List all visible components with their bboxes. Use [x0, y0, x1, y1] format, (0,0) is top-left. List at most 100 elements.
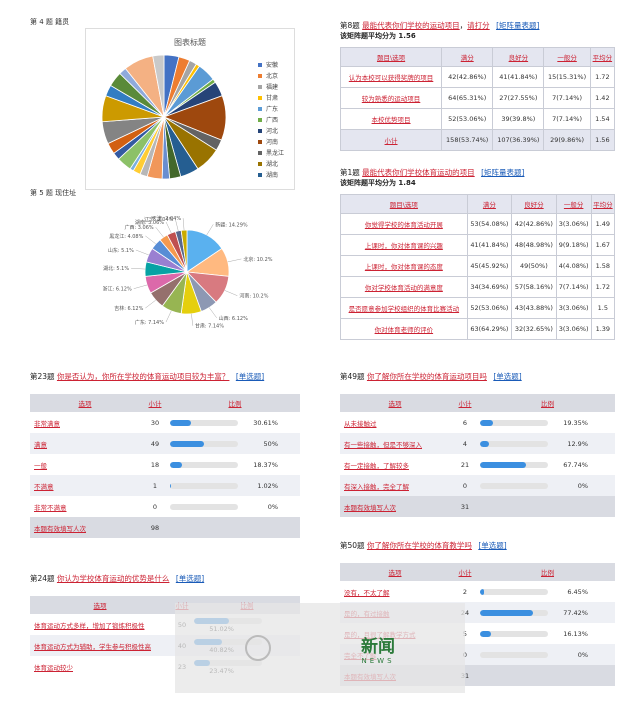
option-ratio: 19.35% — [480, 412, 615, 433]
option-label: 体育运动方式多样，增加了锻炼积极性 — [34, 621, 145, 630]
pie-label-line — [165, 221, 172, 234]
option-percent: 0% — [577, 650, 588, 659]
pie-label: 北京: 10.2% — [243, 256, 272, 263]
legend-swatch — [257, 84, 262, 89]
option-percent: 50% — [263, 439, 278, 448]
table-row: 有一定接触，了解较多 21 67.74% — [340, 454, 615, 475]
option-percent: 18.37% — [253, 460, 278, 469]
matrix-cell: 7(7.14%) — [543, 108, 591, 130]
pie-label: 山西: 6.12% — [219, 315, 248, 322]
pie-label: 辽宁: 2.04% — [144, 216, 173, 223]
table-row: 有深入接触，完全了解 0 0% — [340, 475, 615, 496]
progress-bar — [480, 461, 548, 468]
legend-label: 安徽 — [265, 62, 278, 69]
legend-label: 甘肃 — [265, 95, 278, 102]
table-row: 一般 18 18.37% — [30, 454, 300, 475]
progress-fill — [480, 461, 527, 468]
pie-label: 河南: 10.2% — [239, 293, 268, 300]
table-row: 不满意 1 1.02% — [30, 475, 300, 496]
matrix-cell: 1.5 — [590, 297, 616, 319]
matrix-cell: 52(53.06%) — [466, 297, 513, 319]
legend-label: 河北 — [265, 128, 278, 135]
q23-type-link[interactable]: [单选题] — [235, 372, 265, 381]
matrix-cell: 1.49 — [590, 213, 616, 235]
legend-label: 河南 — [265, 139, 278, 146]
option-label: 非常满意 — [34, 419, 60, 428]
q8-type-link[interactable]: [矩阵量表题] — [496, 21, 540, 30]
pie-chart-1 — [101, 54, 227, 180]
option-label: 体育运动较少 — [34, 663, 73, 672]
q50-type-link[interactable]: [单选题] — [478, 541, 507, 550]
table-row: 满意 49 50% — [30, 433, 300, 454]
table-row: 非常不满意 0 0% — [30, 496, 300, 517]
matrix-cell: 小计 — [339, 129, 443, 151]
q23-title: 第23题 你是否认为，你所在学校的体育运动项目较为丰富？ [单选题] — [30, 372, 265, 381]
pie-label: 新疆: 14.29% — [215, 221, 248, 228]
q50-title: 第50题 你了解你所在学校的体育教学吗 [单选题] — [340, 541, 507, 550]
option-percent: 12.9% — [567, 439, 588, 448]
progress-fill — [170, 461, 183, 468]
option-count: 21 — [460, 460, 470, 469]
matrix-cell: 32(32.65%) — [511, 318, 557, 340]
progress-fill — [480, 588, 485, 595]
progress-fill — [480, 419, 494, 426]
matrix-cell: 107(36.39%) — [492, 129, 545, 151]
matrix-cell: 42(42.86%) — [441, 66, 494, 88]
matrix-cell: 7(7.14%) — [543, 87, 591, 109]
option-ratio: 0% — [480, 475, 615, 496]
legend-item: 北京 — [257, 70, 284, 81]
option-label: 有深入接触，完全了解 — [340, 475, 450, 496]
total-empty — [480, 665, 615, 686]
progress-bar — [480, 482, 548, 489]
q49-type-link[interactable]: [单选题] — [493, 372, 522, 381]
legend-item: 湖北 — [257, 158, 284, 169]
pie-label-line — [224, 290, 238, 296]
q24-type-link[interactable]: [单选题] — [175, 574, 205, 583]
progress-bar — [480, 609, 548, 616]
matrix-cell: 52(53.06%) — [441, 108, 494, 130]
pie-label: 山东: 5.1% — [108, 247, 134, 254]
matrix-cell: 3(3.06%) — [555, 297, 592, 319]
total-label: 本题有效填写人次 — [30, 517, 140, 538]
option-label: 有一定接触，了解较多 — [344, 461, 409, 470]
q1-type-link[interactable]: [矩阵量表题] — [481, 168, 525, 177]
matrix-header-cell: 满分 — [441, 47, 494, 67]
option-ratio: 0% — [170, 496, 300, 517]
legend-item: 湖南 — [257, 169, 284, 180]
progress-bar — [480, 630, 548, 637]
option-percent: 77.42% — [563, 608, 588, 617]
legend-swatch — [257, 139, 262, 144]
matrix-cell: 3(3.06%) — [555, 213, 592, 235]
matrix-cell: 49(50%) — [511, 255, 557, 277]
legend-item: 甘肃 — [257, 92, 284, 103]
matrix-row: 你对学校体育活动的满意度 34(34.69%) 57(58.16%) 7(7.14%)… — [340, 276, 616, 298]
watermark-en: NEWS — [361, 656, 395, 665]
progress-fill — [480, 630, 491, 637]
matrix-cell: 你对体育老师的评价 — [340, 318, 468, 340]
matrix-cell: 你觉得学校的体育活动开展 — [340, 213, 468, 235]
total-count: 98 — [140, 517, 170, 538]
pie-label-line — [155, 227, 164, 238]
legend-item: 黑龙江 — [257, 147, 284, 158]
matrix-header-cell: 平均分 — [589, 47, 616, 67]
q4-label: 第 4 题 籍贯 — [30, 18, 70, 26]
matrix-row: 较为熟悉的运动项目 64(65.31%) 27(27.55%) 7(7.14%) 1.4… — [339, 87, 616, 109]
option-label: 体育运动方式为辅助，学生参与积极性高 — [30, 635, 170, 656]
matrix-cell: 45(45.92%) — [466, 255, 513, 277]
progress-bar — [170, 482, 238, 489]
legend-label: 福建 — [265, 84, 278, 91]
matrix-header-cell: 题目\选项 — [339, 47, 443, 67]
progress-fill — [170, 440, 204, 447]
matrix-cell: 3(3.06%) — [555, 318, 592, 340]
pie-label: 甘肃: 7.14% — [195, 323, 224, 330]
matrix-cell: 39(39.8%) — [492, 108, 545, 130]
option-ratio: 50% — [170, 433, 300, 454]
pie-label: 湖南: 3.06% — [135, 219, 164, 226]
legend-swatch — [257, 150, 262, 155]
pie-label: 吉林: 6.12% — [114, 305, 143, 312]
total-empty — [170, 517, 300, 538]
table-header-cell: 选项 — [340, 394, 450, 412]
option-label: 满意 — [30, 433, 140, 454]
progress-fill — [480, 609, 533, 616]
legend-swatch — [257, 128, 262, 133]
